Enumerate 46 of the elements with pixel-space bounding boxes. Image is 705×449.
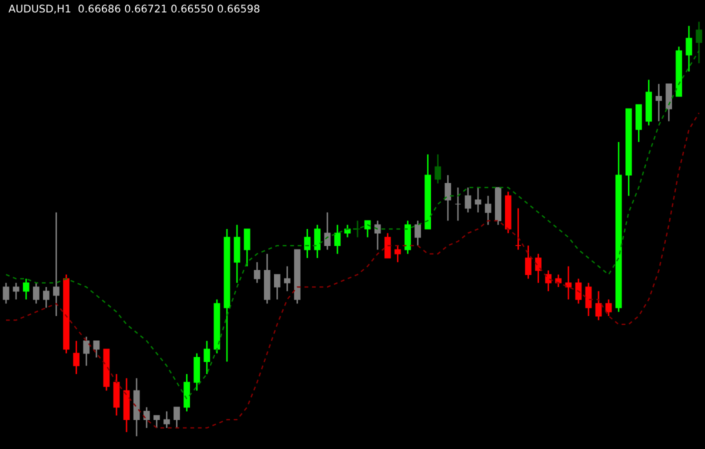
candlestick xyxy=(274,274,280,300)
candlestick xyxy=(254,261,260,284)
candlestick xyxy=(394,244,401,263)
candlestick xyxy=(93,340,100,358)
candlestick xyxy=(284,266,290,292)
candlestick xyxy=(454,186,462,222)
candlestick xyxy=(43,286,50,308)
candlestick xyxy=(686,25,692,72)
candlestick xyxy=(434,154,442,184)
candlestick xyxy=(515,208,522,250)
candlestick xyxy=(464,186,472,214)
candlestick xyxy=(73,340,80,375)
candlestick xyxy=(474,186,482,214)
candlestick xyxy=(314,224,321,259)
candlestick xyxy=(374,220,381,250)
candlestick xyxy=(32,282,40,304)
candlestick xyxy=(324,212,331,250)
candlestick xyxy=(555,274,562,288)
candlestick xyxy=(595,290,602,321)
candlestick xyxy=(384,232,391,259)
candlestick xyxy=(545,270,552,292)
candlestick xyxy=(53,212,60,317)
candlestick xyxy=(525,244,532,280)
candlestick xyxy=(585,282,592,317)
candlestick xyxy=(22,278,30,300)
candlestick xyxy=(334,224,341,255)
chart-title: AUDUSD,H1 0.66686 0.66721 0.66550 0.66598 xyxy=(8,4,260,14)
candlestick xyxy=(605,298,612,317)
candlestick xyxy=(164,410,170,429)
candlestick xyxy=(204,340,210,375)
candlestick xyxy=(143,406,150,429)
candlestick xyxy=(696,21,702,64)
candlestick xyxy=(565,266,572,300)
candlestick xyxy=(244,228,250,267)
candlestick xyxy=(174,406,180,429)
candlestick xyxy=(575,278,582,304)
candlestick xyxy=(304,228,310,259)
candlestick xyxy=(444,174,452,222)
candlestick xyxy=(153,414,160,429)
candlestick xyxy=(535,253,542,284)
candlestick xyxy=(2,282,10,304)
candlestick xyxy=(484,195,492,226)
candlestick xyxy=(656,83,662,122)
candlestick xyxy=(83,336,90,366)
candlestick xyxy=(414,220,421,246)
candlestick xyxy=(12,282,20,300)
